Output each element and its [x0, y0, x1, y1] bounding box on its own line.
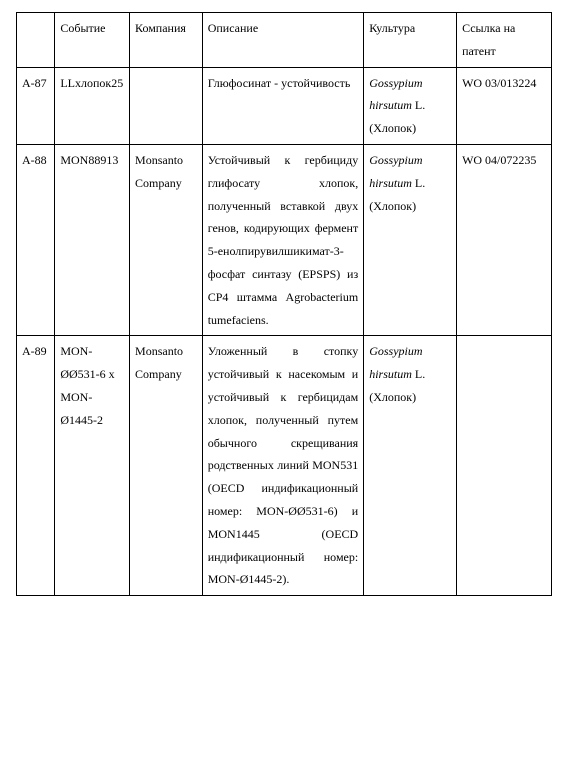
patent-table: Событие Компания Описание Культура Ссылк…: [16, 12, 552, 596]
cell-company: Monsanto Company: [130, 336, 203, 596]
cell-event: MON88913: [55, 144, 130, 335]
cell-event: LLхлопок25: [55, 67, 130, 144]
table-row: A-89 MON-ØØ531-6 x MON-Ø1445-2 Monsanto …: [17, 336, 552, 596]
header-patent: Ссылка на патент: [457, 13, 552, 68]
header-culture: Культура: [364, 13, 457, 68]
cell-id: A-87: [17, 67, 55, 144]
cell-description: Глюфосинат - устойчивость: [202, 67, 364, 144]
cell-event: MON-ØØ531-6 x MON-Ø1445-2: [55, 336, 130, 596]
cell-culture: Gossypium hirsutum L. (Хлопок): [364, 144, 457, 335]
cell-description: Устойчивый к гербициду глифосату хлопок,…: [202, 144, 364, 335]
cell-patent: WO 03/013224: [457, 67, 552, 144]
table-row: A-87 LLхлопок25 Глюфосинат - устойчивост…: [17, 67, 552, 144]
table-row: A-88 MON88913 Monsanto Company Устойчивы…: [17, 144, 552, 335]
cell-patent: WO 04/072235: [457, 144, 552, 335]
cell-company: Monsanto Company: [130, 144, 203, 335]
header-id: [17, 13, 55, 68]
cell-id: A-89: [17, 336, 55, 596]
cell-culture: Gossypium hirsutum L. (Хлопок): [364, 336, 457, 596]
cell-company: [130, 67, 203, 144]
cell-id: A-88: [17, 144, 55, 335]
cell-culture: Gossypium hirsutum L. (Хлопок): [364, 67, 457, 144]
cell-patent: [457, 336, 552, 596]
table-header-row: Событие Компания Описание Культура Ссылк…: [17, 13, 552, 68]
header-event: Событие: [55, 13, 130, 68]
header-company: Компания: [130, 13, 203, 68]
cell-description: Уложенный в стопку устойчивый к насекомы…: [202, 336, 364, 596]
header-description: Описание: [202, 13, 364, 68]
